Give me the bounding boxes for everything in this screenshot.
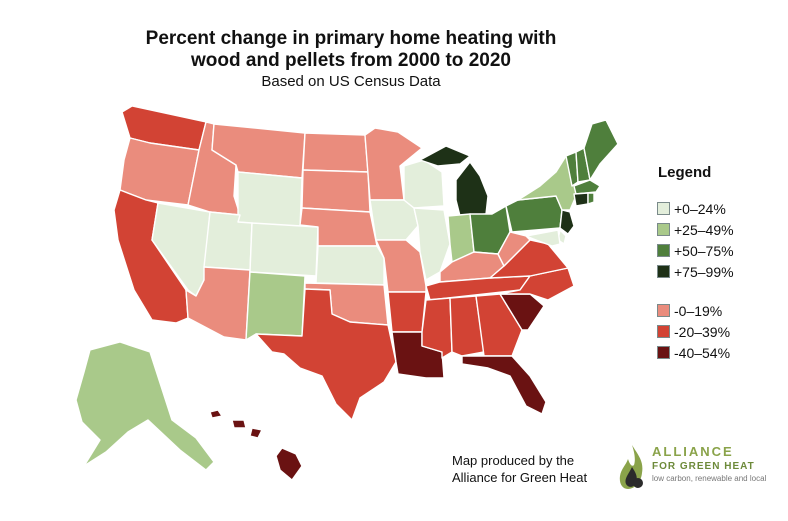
logo-tagline: low carbon, renewable and local — [652, 474, 767, 483]
state-il — [413, 207, 451, 281]
legend-label: -0–19% — [674, 302, 723, 319]
legend-label: +75–99% — [674, 263, 734, 280]
legend-swatch — [657, 346, 670, 359]
state-mi — [419, 145, 489, 217]
state-wi — [403, 159, 445, 209]
legend: Legend +0–24% +25–49% +50–75% +75–99% -0… — [642, 164, 782, 363]
legend-title: Legend — [658, 164, 712, 181]
state-sd — [301, 169, 371, 213]
legend-label: -40–54% — [674, 344, 731, 361]
legend-label: +50–75% — [674, 242, 734, 259]
map-credit: Map produced by the Alliance for Green H… — [452, 452, 587, 486]
state-tx — [255, 288, 397, 421]
credit-line-1: Map produced by the — [452, 453, 575, 468]
flame-logo-icon — [619, 445, 643, 489]
state-ca — [113, 189, 189, 324]
state-wv — [497, 231, 531, 267]
state-mo — [375, 239, 427, 293]
state-al — [449, 295, 485, 357]
logo-name-2: FOR GREEN HEAT — [652, 461, 755, 472]
state-ct — [573, 192, 589, 207]
legend-item: +25–49% — [642, 219, 782, 240]
legend-item: -40–54% — [642, 342, 782, 363]
state-nj — [559, 209, 575, 235]
state-ga — [475, 293, 523, 357]
state-me — [583, 119, 619, 181]
state-nm — [245, 271, 306, 341]
legend-swatch — [657, 223, 670, 236]
legend-swatch — [657, 325, 670, 338]
alliance-logo: ALLIANCE FOR GREEN HEAT low carbon, rene… — [616, 443, 786, 493]
map-title: Percent change in primary home heating w… — [145, 28, 557, 71]
state-md — [525, 229, 561, 247]
legend-item: -20–39% — [642, 321, 782, 342]
legend-item: +75–99% — [642, 261, 782, 282]
legend-label: +25–49% — [674, 221, 734, 238]
logo-name: ALLIANCE — [652, 444, 734, 459]
state-ar — [387, 291, 427, 333]
map-subtitle: Based on US Census Data — [261, 73, 441, 90]
state-ma — [573, 179, 601, 195]
state-fl — [461, 355, 547, 415]
legend-label: -20–39% — [674, 323, 731, 340]
legend-item: +0–24% — [642, 198, 782, 219]
state-pa — [505, 195, 563, 233]
legend-item: -0–19% — [642, 300, 782, 321]
legend-label: +0–24% — [674, 200, 726, 217]
legend-swatch — [657, 304, 670, 317]
state-ks — [315, 245, 385, 286]
state-nd — [302, 132, 369, 173]
legend-swatch — [657, 265, 670, 278]
legend-swatch — [657, 202, 670, 215]
credit-line-2: Alliance for Green Heat — [452, 470, 588, 485]
state-hi — [209, 409, 303, 481]
state-co — [249, 222, 319, 277]
legend-item: +50–75% — [642, 240, 782, 261]
title-block: Percent change in primary home heating w… — [120, 28, 582, 91]
state-wy — [237, 171, 303, 229]
legend-swatch — [657, 244, 670, 257]
state-ri — [587, 192, 595, 205]
state-ak — [75, 341, 215, 471]
